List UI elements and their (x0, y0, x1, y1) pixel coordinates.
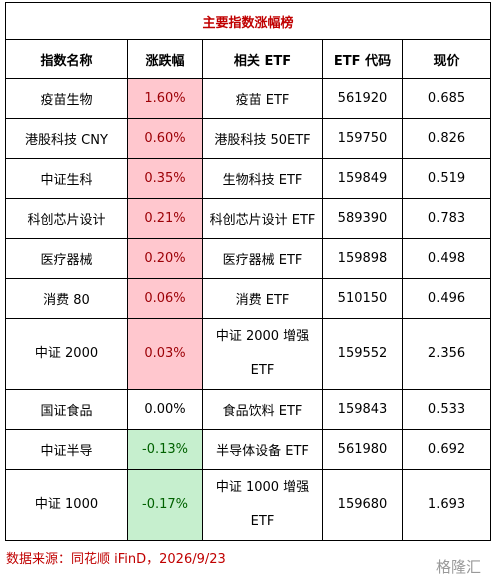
table-cell: 疫苗生物 (5, 78, 128, 119)
column-header: 涨跌幅 (127, 39, 203, 79)
table-cell: 科创芯片设计 (5, 198, 128, 239)
table-cell: 1.693 (401, 469, 492, 541)
table-cell: 半导体设备 ETF (202, 429, 323, 470)
table-cell: 0.60% (127, 118, 203, 159)
table-cell: 159898 (322, 238, 403, 279)
table-cell: 0.00% (127, 389, 203, 430)
table-cell: 中证 2000 (5, 318, 128, 390)
table-row: 国证食品 0.00% 食品饮料 ETF 159843 0.533 (5, 389, 492, 430)
table-row: 疫苗生物 1.60% 疫苗 ETF 561920 0.685 (5, 78, 492, 119)
table-cell: 0.496 (401, 278, 492, 319)
table-cell: 消费 ETF (202, 278, 323, 319)
table-cell: 中证 2000 增强 ETF (202, 318, 323, 390)
table-row: 中证半导 -0.13% 半导体设备 ETF 561980 0.692 (5, 429, 492, 470)
table-cell: 561920 (322, 78, 403, 119)
table-cell: -0.13% (127, 429, 203, 470)
table-cell: 0.20% (127, 238, 203, 279)
table-row: 中证 2000 0.03% 中证 2000 增强 ETF 159552 2.356 (5, 318, 492, 390)
table-cell: 医疗器械 (5, 238, 128, 279)
table-cell: 159843 (322, 389, 403, 430)
table-cell: 中证 1000 增强 ETF (202, 469, 323, 541)
table-row: 中证 1000 -0.17% 中证 1000 增强 ETF 159680 1.693 (5, 469, 492, 541)
table-cell: 国证食品 (5, 389, 128, 430)
table-cell: 1.60% (127, 78, 203, 119)
watermark: 格隆汇 (435, 558, 481, 576)
table-cell: 0.826 (401, 118, 492, 159)
table-cell: 0.692 (401, 429, 492, 470)
table-cell: 科创芯片设计 ETF (202, 198, 323, 239)
table-cell: -0.17% (127, 469, 203, 541)
table-cell: 589390 (322, 198, 403, 239)
table-cell: 食品饮料 ETF (202, 389, 323, 430)
column-header: 相关 ETF (202, 39, 323, 79)
table-row: 医疗器械 0.20% 医疗器械 ETF 159898 0.498 (5, 238, 492, 279)
table-cell: 0.06% (127, 278, 203, 319)
table-cell: 0.685 (401, 78, 492, 119)
table-cell: 中证半导 (5, 429, 128, 470)
table-row: 消费 80 0.06% 消费 ETF 510150 0.496 (5, 278, 492, 319)
table-row: 科创芯片设计 0.21% 科创芯片设计 ETF 589390 0.783 (5, 198, 492, 239)
table-cell: 0.03% (127, 318, 203, 390)
table-cell: 中证 1000 (5, 469, 128, 541)
table-cell: 159680 (322, 469, 403, 541)
table-cell: 生物科技 ETF (202, 158, 323, 199)
table-cell: 0.21% (127, 198, 203, 239)
table-cell: 0.519 (401, 158, 492, 199)
table-cell: 159849 (322, 158, 403, 199)
table-cell: 2.356 (401, 318, 492, 390)
index-table: 主要指数涨幅榜 指数名称 涨跌幅 相关 ETF ETF 代码 现价 疫苗生物 1.60% 疫… (4, 2, 492, 541)
table-cell: 消费 80 (5, 278, 128, 319)
table-cell: 0.783 (401, 198, 492, 239)
table-cell: 510150 (322, 278, 403, 319)
table-title: 主要指数涨幅榜 (4, 2, 492, 40)
table-cell: 159750 (322, 118, 403, 159)
source-note: 数据来源：同花顺 iFinD，2026/9/23 (6, 552, 226, 567)
table-cell: 0.35% (127, 158, 203, 199)
column-header: ETF 代码 (322, 39, 403, 79)
header-row: 指数名称 涨跌幅 相关 ETF ETF 代码 现价 (5, 39, 492, 79)
column-header: 指数名称 (5, 39, 128, 79)
table-cell: 疫苗 ETF (202, 78, 323, 119)
table-cell: 561980 (322, 429, 403, 470)
table-cell: 中证生科 (5, 158, 128, 199)
table-cell: 159552 (322, 318, 403, 390)
table-cell: 0.498 (401, 238, 492, 279)
table-row: 港股科技 CNY 0.60% 港股科技 50ETF 159750 0.826 (5, 118, 492, 159)
table-cell: 0.533 (401, 389, 492, 430)
table-row: 中证生科 0.35% 生物科技 ETF 159849 0.519 (5, 158, 492, 199)
table-cell: 港股科技 50ETF (202, 118, 323, 159)
column-header: 现价 (401, 39, 492, 79)
table-cell: 医疗器械 ETF (202, 238, 323, 279)
table-cell: 港股科技 CNY (5, 118, 128, 159)
